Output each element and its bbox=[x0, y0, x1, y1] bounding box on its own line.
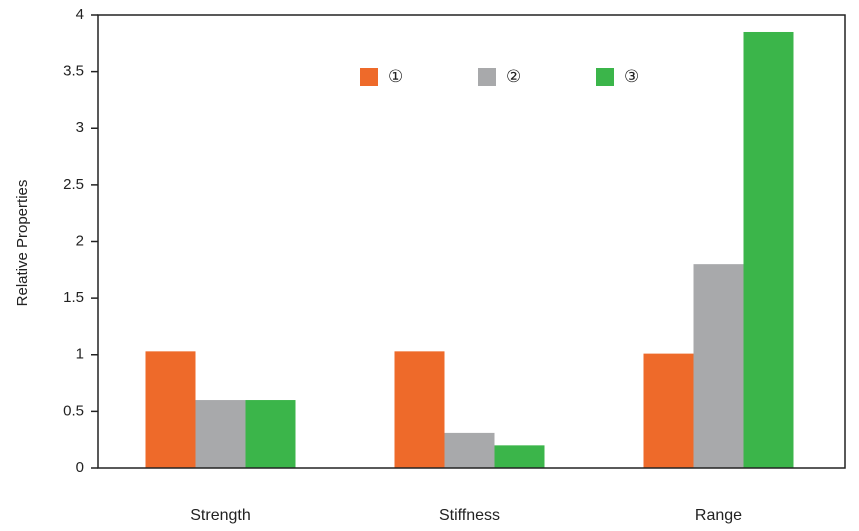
y-tick-label: 2 bbox=[76, 232, 84, 249]
legend-swatch-3 bbox=[596, 68, 614, 86]
legend-swatch-2 bbox=[478, 68, 496, 86]
y-axis-title-group: Relative Properties bbox=[14, 180, 31, 307]
category-label-range: Range bbox=[695, 507, 742, 524]
y-tick-label: 0 bbox=[76, 459, 84, 476]
legend-swatch-1 bbox=[360, 68, 378, 86]
bar-strength-series-1 bbox=[145, 351, 196, 468]
y-ticks: 0 0.5 1 1.5 2 2.5 3 3.5 4 bbox=[63, 6, 98, 476]
y-axis-title: Relative Properties bbox=[14, 180, 31, 307]
bar-range-series-3 bbox=[743, 31, 794, 469]
legend: ① ② ③ bbox=[360, 67, 639, 87]
category-labels: Strength Stiffness Range bbox=[190, 507, 742, 524]
y-tick-label: 2.5 bbox=[63, 176, 84, 193]
legend-label-3: ③ bbox=[624, 67, 639, 87]
y-tick-label: 0.5 bbox=[63, 402, 84, 419]
bar-range-series-1 bbox=[643, 353, 694, 468]
bar-stiffness-series-3 bbox=[494, 445, 545, 468]
bar-range-series-2 bbox=[693, 264, 744, 468]
y-tick-label: 1 bbox=[76, 346, 84, 363]
y-tick-label: 3 bbox=[76, 119, 84, 136]
category-label-stiffness: Stiffness bbox=[439, 507, 500, 524]
bar-strength-series-3 bbox=[245, 400, 296, 468]
y-tick-label: 1.5 bbox=[63, 289, 84, 306]
y-tick-label: 4 bbox=[76, 6, 84, 23]
legend-label-1: ① bbox=[388, 67, 403, 87]
bar-stiffness-series-2 bbox=[444, 432, 495, 468]
plot-frame bbox=[97, 14, 846, 469]
bar-strength-series-2 bbox=[195, 400, 246, 468]
y-tick-label: 3.5 bbox=[63, 63, 84, 80]
category-label-strength: Strength bbox=[190, 507, 250, 524]
bar-stiffness-series-1 bbox=[394, 351, 445, 468]
bars bbox=[145, 31, 794, 469]
legend-label-2: ② bbox=[506, 67, 521, 87]
